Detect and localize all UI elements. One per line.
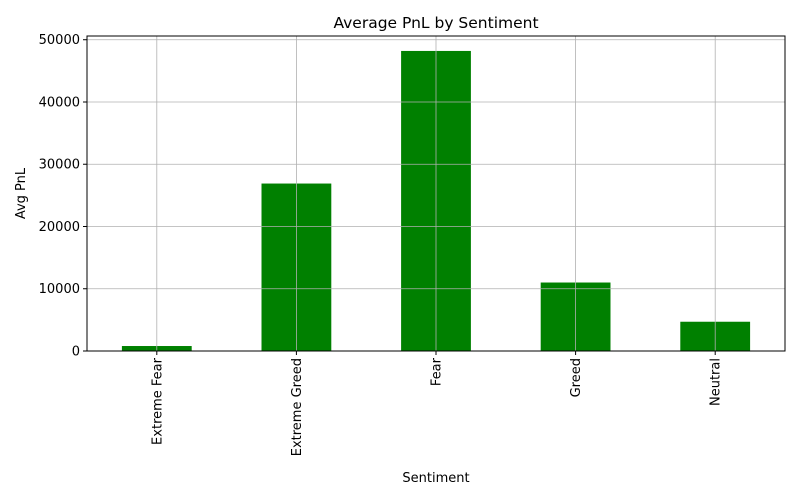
y-tick-label: 10000 <box>39 282 80 297</box>
y-tick-label: 30000 <box>39 158 80 173</box>
y-tick-label: 0 <box>72 345 80 360</box>
x-tick-label: Fear <box>430 357 445 386</box>
y-axis-label: Avg PnL <box>14 167 29 219</box>
y-tick-label: 50000 <box>39 33 80 48</box>
x-tick-label: Neutral <box>709 358 724 406</box>
x-axis-label: Sentiment <box>402 471 469 486</box>
x-tick-label: Extreme Greed <box>290 358 305 456</box>
y-axis-ticks: 0 10000 20000 30000 40000 50000 <box>39 33 87 360</box>
y-tick-label: 40000 <box>39 95 80 110</box>
chart-title: Average PnL by Sentiment <box>333 14 538 32</box>
x-axis-ticks: Extreme Fear Extreme Greed Fear Greed Neutra… <box>150 351 724 456</box>
grid-lines <box>87 36 785 352</box>
y-tick-label: 20000 <box>39 220 80 235</box>
x-tick-label: Extreme Fear <box>150 357 165 445</box>
x-tick-label: Greed <box>569 358 584 397</box>
